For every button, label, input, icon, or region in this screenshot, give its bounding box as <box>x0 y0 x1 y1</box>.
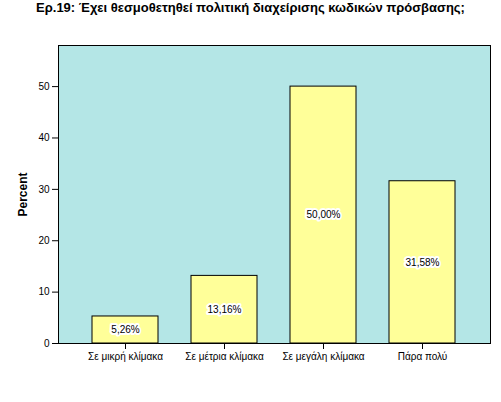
svg-text:10: 10 <box>38 286 50 297</box>
svg-text:Σε μεγάλη κλίμακα: Σε μεγάλη κλίμακα <box>282 351 364 362</box>
svg-text:30: 30 <box>38 184 50 195</box>
svg-text:50: 50 <box>38 81 50 92</box>
svg-text:50,00%: 50,00% <box>307 209 341 220</box>
svg-text:40: 40 <box>38 132 50 143</box>
svg-text:Percent: Percent <box>16 172 30 216</box>
html-text:Ερ.19: Έχει θεσμοθετηθεί πολιτ: Ερ.19: Έχει θεσμοθετηθεί πολιτική διαχεί… <box>36 0 465 15</box>
svg-text:0: 0 <box>44 338 50 349</box>
svg-text:Σε μικρή κλίμακα: Σε μικρή κλίμακα <box>88 351 163 362</box>
svg-text:13,16%: 13,16% <box>208 304 242 315</box>
svg-text:Σε μέτρια κλίμακα: Σε μέτρια κλίμακα <box>185 351 264 362</box>
svg-text:Πάρα πολύ: Πάρα πολύ <box>398 351 448 362</box>
svg-text:5,26%: 5,26% <box>111 324 139 335</box>
svg-text:31,58%: 31,58% <box>406 257 440 268</box>
svg-text:20: 20 <box>38 235 50 246</box>
